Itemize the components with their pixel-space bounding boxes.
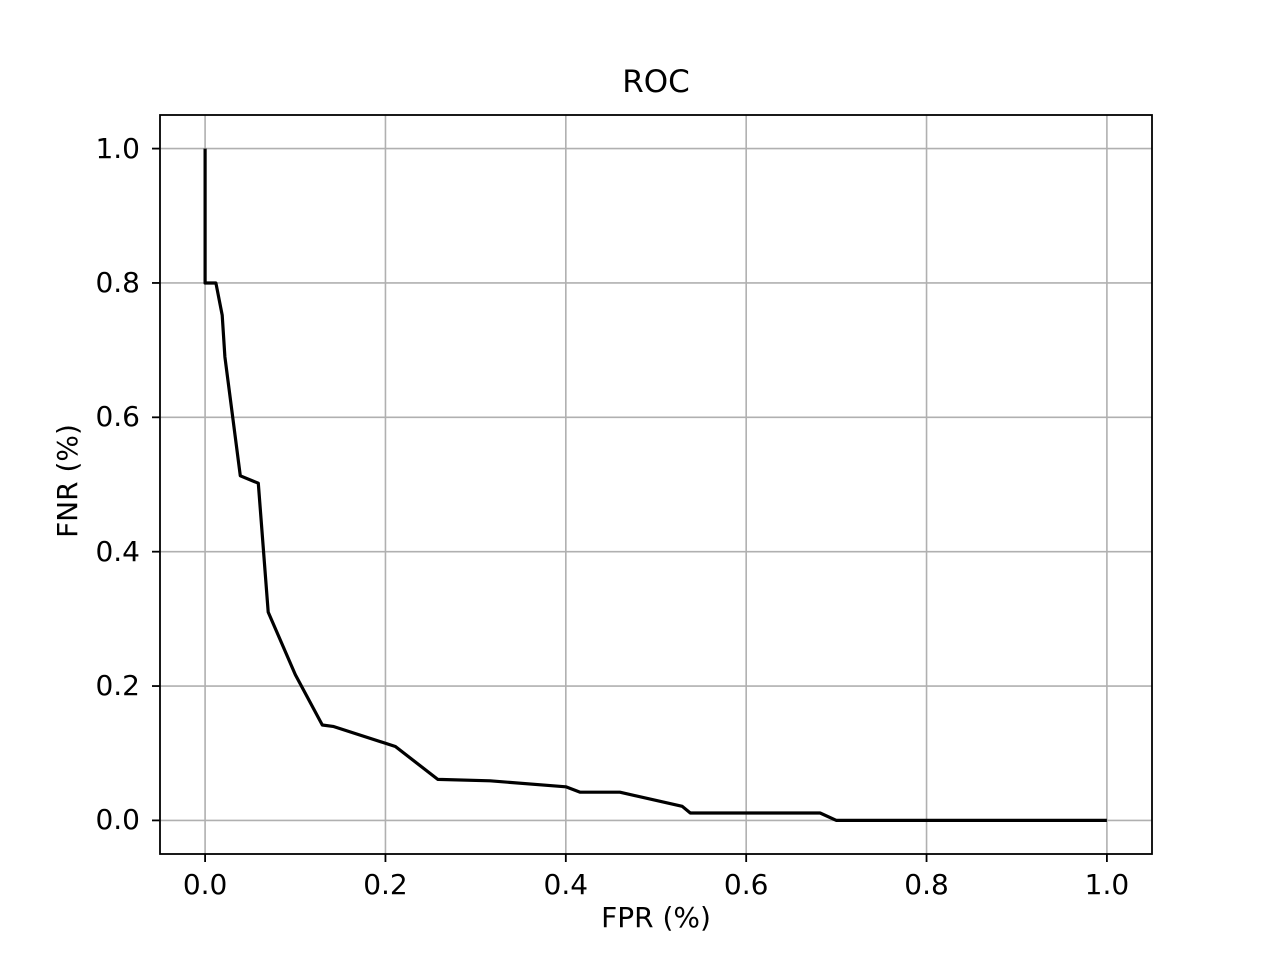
y-tick-label: 0.8: [95, 265, 140, 299]
roc-curve: [203, 148, 1107, 823]
x-tick-label: 0.8: [904, 868, 949, 901]
y-axis-label: FNR (%): [51, 424, 84, 538]
y-tick-label: 0.0: [95, 803, 140, 837]
y-tick-label: 0.2: [95, 669, 140, 703]
x-tick-label: 0.0: [182, 868, 228, 901]
x-axis-label: FPR (%): [601, 901, 711, 934]
x-tick-label: 0.6: [723, 868, 769, 901]
y-tick-label: 1.0: [95, 131, 140, 165]
x-tick-label: 0.2: [363, 868, 408, 901]
y-tick-label: 0.6: [95, 400, 140, 434]
plot-frame: [159, 114, 1153, 855]
y-tick-label: 0.4: [95, 534, 140, 568]
chart-title: ROC: [622, 64, 690, 100]
x-tick-label: 1.0: [1084, 868, 1130, 901]
x-tick-label: 0.4: [543, 868, 589, 901]
